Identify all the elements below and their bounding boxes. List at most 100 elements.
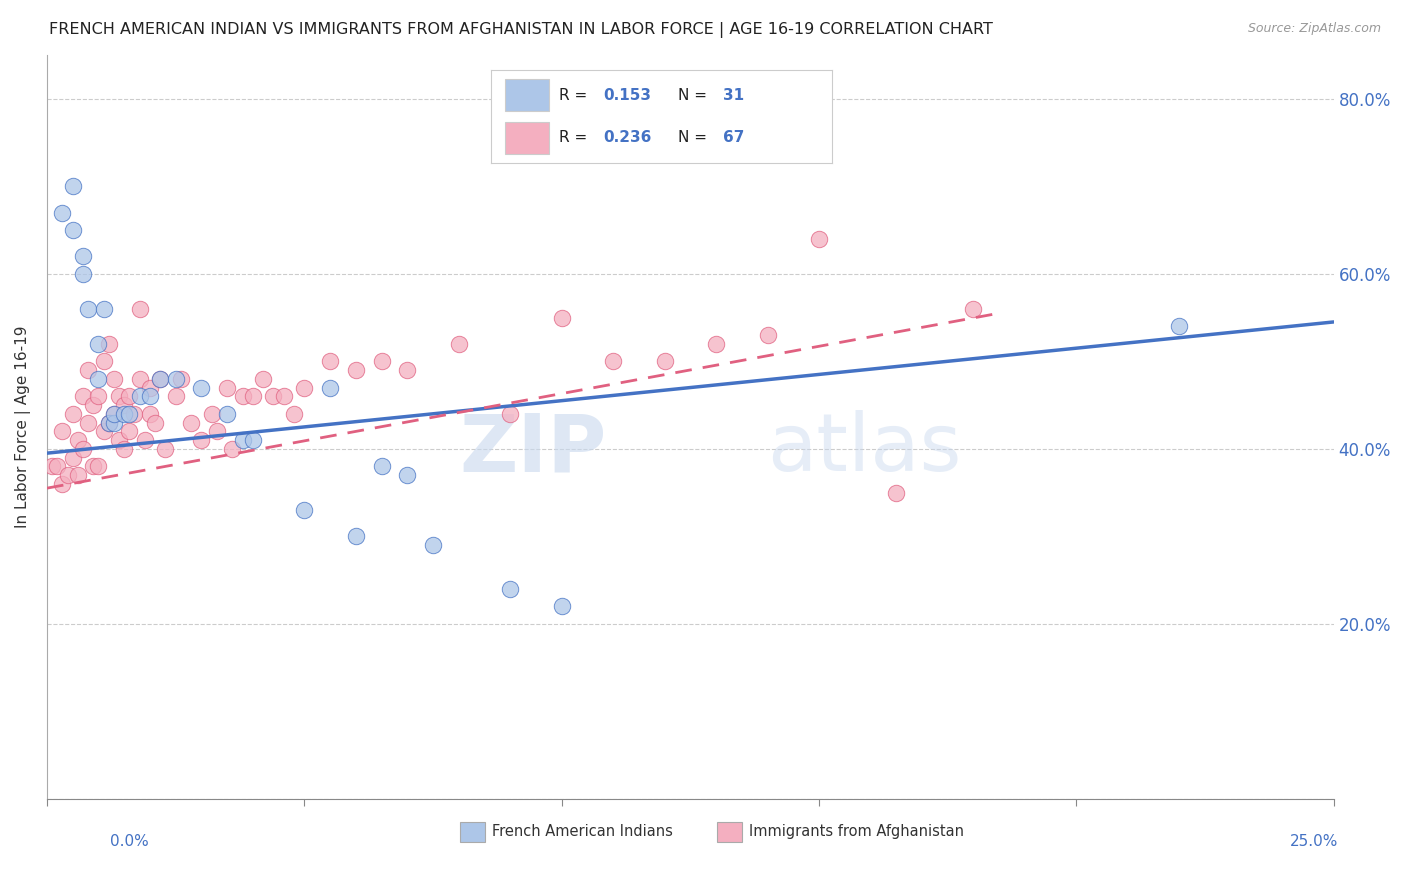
Text: ZIP: ZIP — [460, 410, 606, 488]
Point — [118, 425, 141, 439]
Text: 0.0%: 0.0% — [110, 834, 149, 849]
Point — [704, 336, 727, 351]
Point — [112, 442, 135, 456]
Point — [550, 310, 572, 325]
Point — [550, 599, 572, 614]
Point — [499, 407, 522, 421]
Point — [124, 407, 146, 421]
Point — [139, 389, 162, 403]
Text: Source: ZipAtlas.com: Source: ZipAtlas.com — [1247, 22, 1381, 36]
Point — [87, 459, 110, 474]
Point — [66, 433, 89, 447]
Point — [242, 433, 264, 447]
Point — [118, 389, 141, 403]
Text: 25.0%: 25.0% — [1291, 834, 1339, 849]
Point — [884, 485, 907, 500]
Point — [51, 425, 73, 439]
Point — [128, 301, 150, 316]
Point — [128, 372, 150, 386]
Point — [143, 416, 166, 430]
Point — [292, 380, 315, 394]
Point — [217, 407, 239, 421]
Point — [190, 380, 212, 394]
Point — [62, 450, 84, 465]
Point — [344, 363, 367, 377]
Point — [62, 223, 84, 237]
Point — [1168, 319, 1191, 334]
Point — [112, 398, 135, 412]
Point — [97, 416, 120, 430]
Point — [72, 267, 94, 281]
Point — [165, 372, 187, 386]
Point — [56, 468, 79, 483]
Point — [262, 389, 284, 403]
Point — [108, 389, 131, 403]
Point — [370, 459, 392, 474]
Point — [149, 372, 172, 386]
Point — [72, 389, 94, 403]
Point — [51, 205, 73, 219]
Point — [201, 407, 224, 421]
Point — [93, 425, 115, 439]
Point — [66, 468, 89, 483]
Point — [370, 354, 392, 368]
Point — [103, 416, 125, 430]
Point — [103, 407, 125, 421]
Point — [654, 354, 676, 368]
Point — [221, 442, 243, 456]
Point — [292, 503, 315, 517]
Point — [756, 328, 779, 343]
Point — [232, 389, 254, 403]
Point — [82, 398, 104, 412]
Point — [62, 407, 84, 421]
Point — [422, 538, 444, 552]
Point — [87, 336, 110, 351]
Point — [205, 425, 228, 439]
Point — [87, 389, 110, 403]
Point — [112, 407, 135, 421]
Point — [139, 407, 162, 421]
Point — [273, 389, 295, 403]
Text: Immigrants from Afghanistan: Immigrants from Afghanistan — [749, 824, 965, 839]
Point — [149, 372, 172, 386]
Point — [396, 468, 419, 483]
Point — [190, 433, 212, 447]
Point — [319, 354, 342, 368]
Point — [77, 416, 100, 430]
Point — [97, 416, 120, 430]
Point — [165, 389, 187, 403]
Point — [344, 529, 367, 543]
Point — [118, 407, 141, 421]
Point — [396, 363, 419, 377]
Text: French American Indians: French American Indians — [492, 824, 673, 839]
Point — [82, 459, 104, 474]
Point — [87, 372, 110, 386]
Point — [97, 336, 120, 351]
Point — [72, 442, 94, 456]
Point — [962, 301, 984, 316]
Y-axis label: In Labor Force | Age 16-19: In Labor Force | Age 16-19 — [15, 326, 31, 528]
Point — [252, 372, 274, 386]
Point — [283, 407, 305, 421]
Point — [62, 179, 84, 194]
Point — [499, 582, 522, 596]
Point — [77, 301, 100, 316]
Point — [447, 336, 470, 351]
Point — [46, 459, 69, 474]
Point — [180, 416, 202, 430]
Point — [319, 380, 342, 394]
Point — [242, 389, 264, 403]
Point — [103, 407, 125, 421]
Point — [232, 433, 254, 447]
Point — [155, 442, 177, 456]
Point — [807, 232, 830, 246]
Point — [93, 301, 115, 316]
Point — [93, 354, 115, 368]
Point — [108, 433, 131, 447]
Point — [41, 459, 63, 474]
Text: FRENCH AMERICAN INDIAN VS IMMIGRANTS FROM AFGHANISTAN IN LABOR FORCE | AGE 16-19: FRENCH AMERICAN INDIAN VS IMMIGRANTS FRO… — [49, 22, 993, 38]
Text: atlas: atlas — [768, 410, 962, 488]
Point — [128, 389, 150, 403]
Point — [77, 363, 100, 377]
Point — [217, 380, 239, 394]
